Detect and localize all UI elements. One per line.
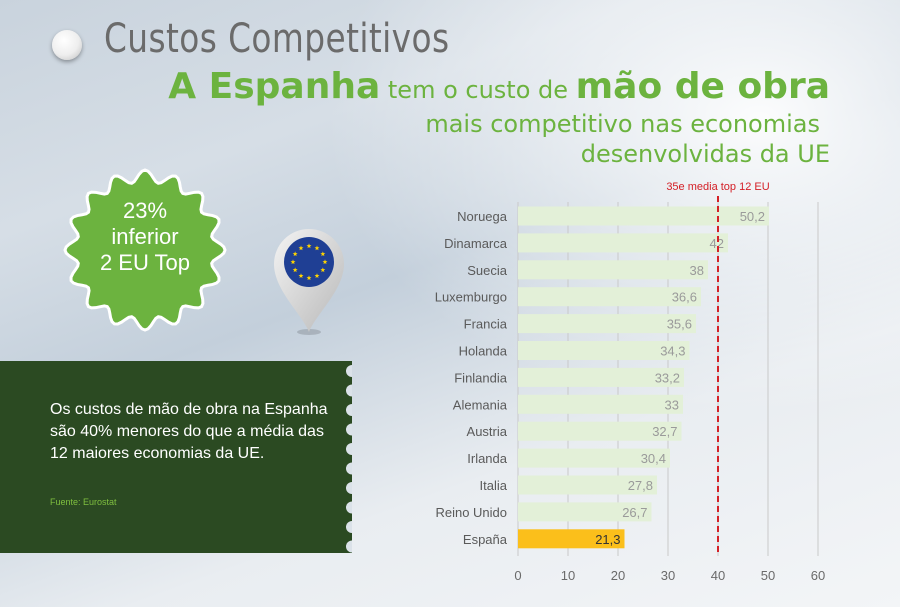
eu-star-icon (292, 267, 298, 273)
bar-finlandia (518, 367, 684, 387)
category-label: Suecia (467, 263, 508, 278)
x-tick-label: 10 (561, 568, 575, 583)
ticket-notch (346, 384, 352, 397)
bar-dinamarca (518, 233, 728, 253)
eu-star-icon (320, 267, 326, 273)
bar-suecia (518, 260, 708, 280)
headline-line-1: A Espanha tem o custo de mão de obra (168, 68, 830, 109)
eu-star-icon (314, 245, 320, 251)
category-label: Italia (480, 478, 508, 493)
category-label: Reino Unido (435, 505, 507, 520)
value-label: 38 (690, 263, 704, 278)
category-label: Holanda (459, 344, 508, 359)
value-label: 26,7 (622, 505, 647, 520)
value-label: 27,8 (628, 478, 653, 493)
x-tick-label: 0 (514, 568, 521, 583)
bar-españa (518, 529, 625, 549)
page-title: Custos Competitivos (104, 16, 450, 62)
category-label: Noruega (457, 209, 508, 224)
eu-flag-pin-icon (274, 229, 344, 335)
x-tick-label: 20 (611, 568, 625, 583)
category-label: Alemania (453, 397, 508, 412)
value-label: 42 (710, 236, 724, 251)
ticket-notch (346, 501, 352, 514)
ticket-notch (346, 404, 352, 416)
bar-irlanda (518, 448, 670, 468)
category-label: Dinamarca (444, 236, 508, 251)
info-panel-text: Os custos de mão de obra na Espanha são … (50, 401, 328, 462)
ticket-notch (346, 540, 352, 553)
headline-line-2: mais competitivo nas economias (425, 110, 820, 138)
ticket-edge (346, 365, 352, 553)
ticket-notch (346, 462, 352, 475)
category-label: Luxemburgo (435, 290, 507, 305)
category-label: Finlandia (454, 370, 508, 385)
badge-text: 23% inferior 2 EU Top (55, 198, 235, 276)
ticket-notch (346, 521, 352, 533)
category-label: España (463, 532, 508, 547)
value-label: 35,6 (667, 317, 692, 332)
x-tick-label: 40 (711, 568, 725, 583)
eu-flag-circle (284, 237, 334, 287)
value-label: 21,3 (595, 532, 620, 547)
eu-star-icon (322, 259, 328, 265)
ticket-notch (346, 443, 352, 455)
x-tick-label: 60 (811, 568, 825, 583)
headline-line-3: desenvolvidas da UE (580, 140, 830, 168)
eu-star-icon (320, 251, 326, 257)
scalloped-badge (63, 168, 227, 332)
headline-connector: tem o custo de (380, 76, 576, 104)
bar-noruega (518, 206, 769, 226)
bar-italia (518, 475, 657, 495)
info-panel (0, 361, 352, 553)
reference-line-label: 35e media top 12 EU (666, 181, 769, 193)
bar-luxemburgo (518, 287, 701, 307)
eu-star-icon (298, 245, 304, 251)
badge-line-2: inferior (111, 224, 179, 249)
eu-star-icon (290, 259, 296, 265)
value-label: 36,6 (672, 290, 697, 305)
category-label: Austria (467, 424, 508, 439)
ticket-notch (346, 365, 352, 377)
bar-alemania (518, 394, 683, 414)
x-tick-label: 30 (661, 568, 675, 583)
badge-line-3: 2 EU Top (99, 250, 191, 275)
bullet-bubble-icon (52, 30, 82, 60)
category-label: Francia (464, 317, 508, 332)
headline-subject: mão de obra (575, 66, 830, 107)
category-label: Irlanda (467, 451, 508, 466)
eu-star-icon (298, 273, 304, 278)
eu-star-icon (306, 243, 312, 249)
ticket-notch (346, 423, 352, 436)
badge-percent: 23% (122, 198, 168, 223)
eu-star-icon (306, 275, 312, 281)
value-label: 32,7 (652, 424, 677, 439)
bar-austria (518, 421, 682, 441)
value-label: 33,2 (655, 370, 680, 385)
value-label: 33 (665, 397, 679, 412)
value-label: 34,3 (660, 344, 685, 359)
eu-star-icon (292, 251, 298, 257)
value-label: 50,2 (740, 209, 765, 224)
headline-country: A Espanha (168, 66, 381, 107)
bar-francia (518, 314, 696, 334)
value-label: 30,4 (641, 451, 666, 466)
x-tick-label: 50 (761, 568, 775, 583)
bar-holanda (518, 341, 690, 360)
ticket-notch (346, 482, 352, 494)
headline: A Espanha tem o custo de mão de obra mai… (168, 68, 830, 169)
eu-star-icon (314, 273, 320, 278)
info-panel-source: Fuente: Eurostat (50, 497, 117, 507)
bar-reino-unido (518, 502, 652, 522)
